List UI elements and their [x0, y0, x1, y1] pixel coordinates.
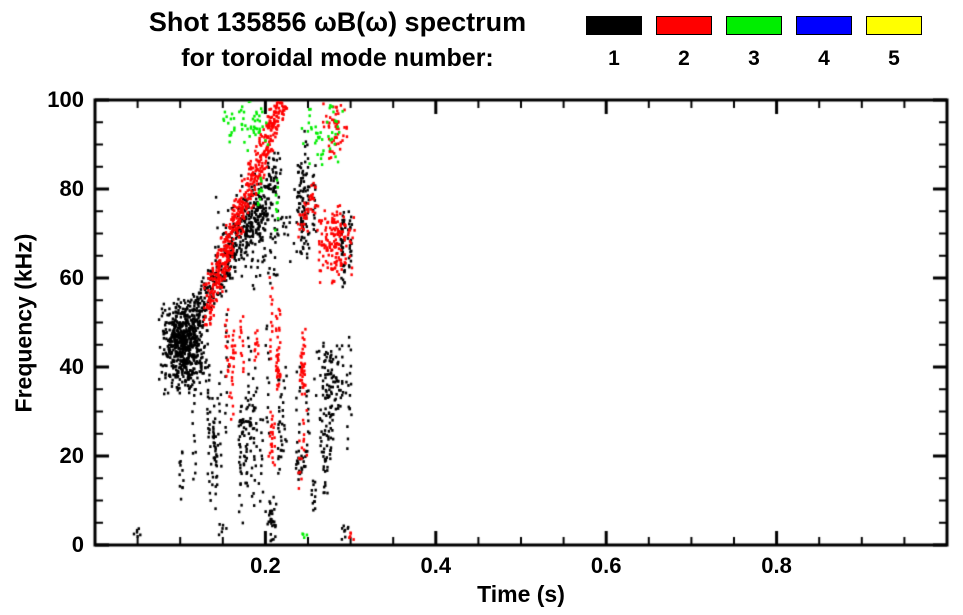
x-tick-label-0.6: 0.6: [590, 553, 622, 578]
x-axis-title: Time (s): [477, 581, 565, 607]
y-tick-label-80: 80: [59, 176, 84, 201]
legend-number-mode-1: 1: [608, 47, 620, 70]
legend-swatch-mode-3: [726, 16, 782, 35]
y-tick-label-20: 20: [59, 443, 84, 468]
y-axis-title: Frequency (kHz): [10, 233, 37, 413]
y-tick-label-40: 40: [59, 354, 84, 379]
legend-swatch-mode-4: [796, 16, 852, 35]
legend-numbers: 1 2 3 4 5: [586, 47, 958, 71]
y-tick-label-100: 100: [47, 87, 84, 112]
chart-subtitle: for toroidal mode number:: [181, 44, 494, 72]
y-tick-label-0: 0: [71, 532, 84, 557]
legend-swatch-mode-2: [656, 16, 712, 35]
legend-swatch-mode-5: [866, 16, 922, 35]
x-tick-label-0.8: 0.8: [761, 553, 792, 578]
x-tick-label-0.4: 0.4: [420, 553, 452, 578]
legend-number-mode-3: 3: [748, 47, 760, 70]
plot-area: Time (s) Frequency (kHz) 0 20 40 60 80 100 0.2…: [0, 85, 963, 615]
spectrogram-canvas: [0, 85, 963, 615]
chart-title: Shot 135856 ωB(ω) spectrum: [148, 7, 527, 37]
legend-swatch-mode-1: [586, 16, 642, 35]
y-tick-label-60: 60: [59, 265, 84, 290]
x-tick-label-0.2: 0.2: [250, 553, 281, 578]
legend-number-mode-4: 4: [818, 47, 830, 70]
legend-number-mode-2: 2: [678, 47, 690, 70]
chart-titles: Shot 135856 ωB(ω) spectrum for toroidal …: [95, 6, 580, 73]
chart-header: Shot 135856 ωB(ω) spectrum for toroidal …: [0, 6, 963, 86]
legend-number-mode-5: 5: [888, 47, 900, 70]
legend-swatches: [586, 16, 958, 35]
mode-legend: 1 2 3 4 5: [586, 16, 958, 71]
